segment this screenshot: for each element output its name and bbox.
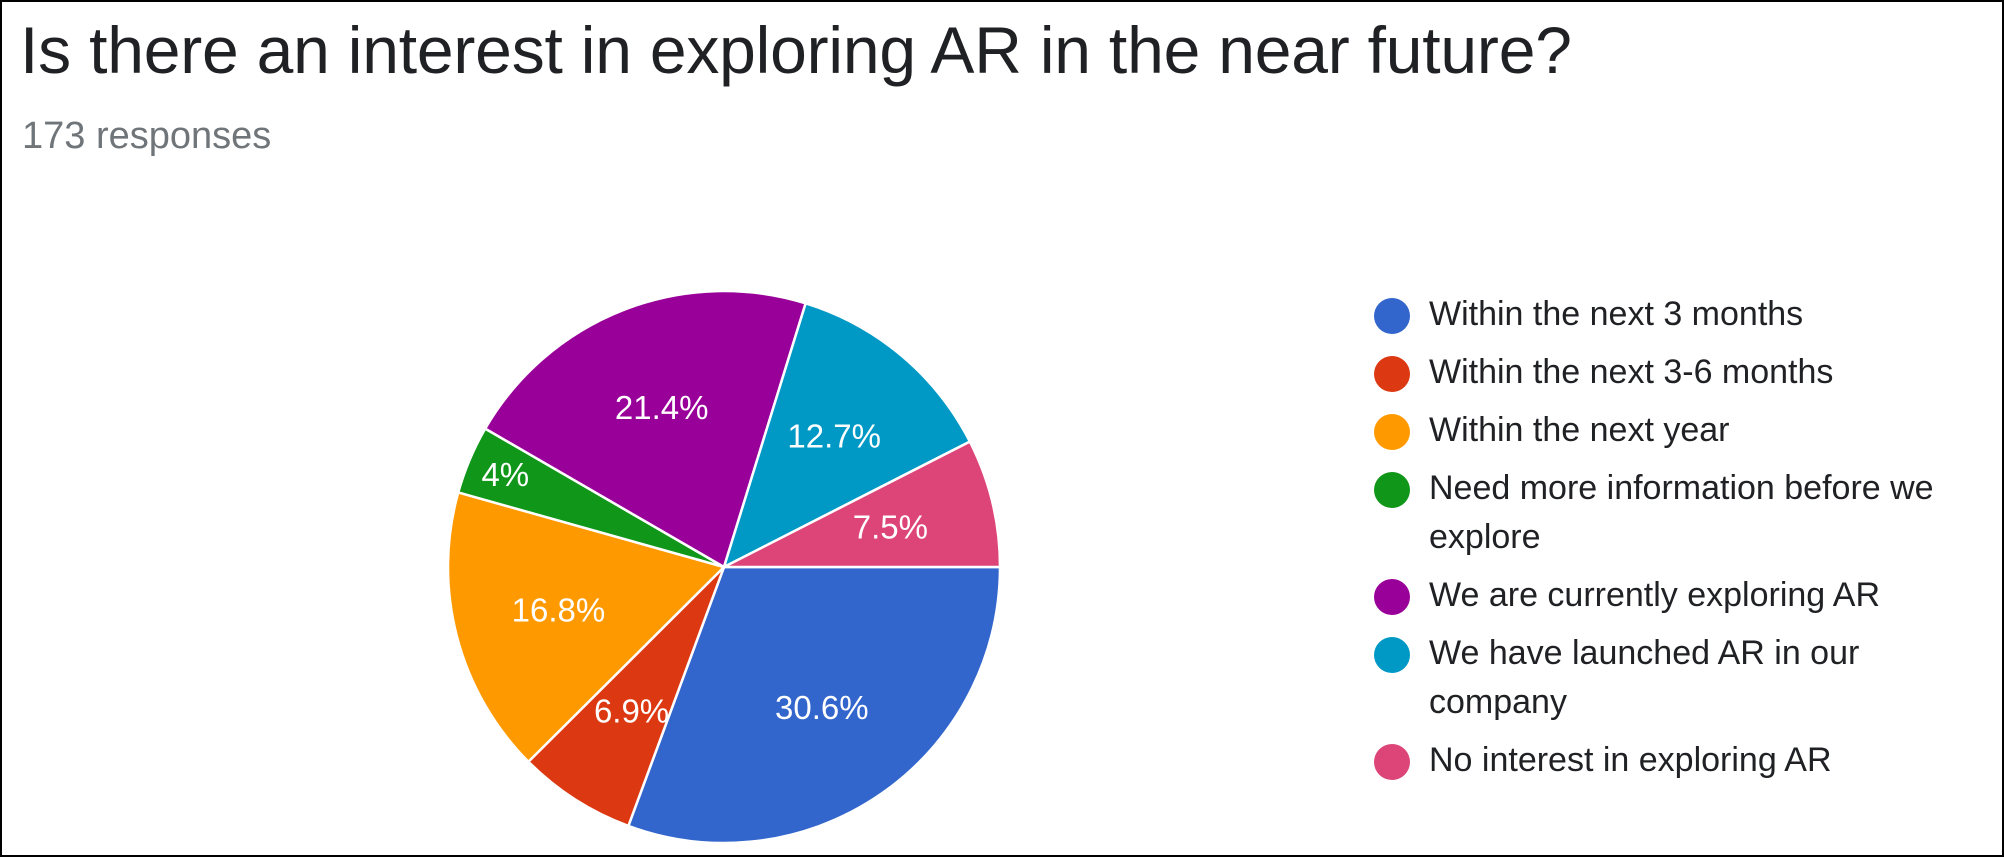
pie-slice-3[interactable] [446, 490, 727, 764]
legend-label: Within the next 3 months [1429, 295, 1804, 333]
pie-slice-2[interactable] [526, 566, 726, 828]
legend-item-4[interactable]: Need more information before we explore [1372, 464, 1982, 562]
pie-slice-labels: 30.6% 6.9% 16.8% 4% 21.4% 12.7% 7.5% [481, 389, 928, 729]
legend-swatch-icon [1374, 744, 1410, 780]
legend-swatch-icon [1374, 298, 1410, 334]
legend-item-2[interactable]: Within the next 3-6 months [1372, 348, 1982, 397]
pie-slice-1[interactable] [626, 565, 1002, 845]
chart-title: Is there an interest in exploring AR in … [20, 13, 1572, 87]
legend-label: We are currently exploring AR [1429, 576, 1881, 614]
legend-swatch-icon [1374, 356, 1410, 392]
pie-slice-label-2: 6.9% [594, 692, 669, 729]
pie-slices [446, 289, 1002, 845]
pie-slice-6[interactable] [721, 301, 972, 570]
response-count: 173 responses [22, 115, 272, 157]
pie-slice-7[interactable] [723, 439, 1002, 569]
chart-legend: Within the next 3 months Within the next … [1372, 290, 1982, 794]
legend-label: We have launched AR in our company [1429, 634, 1860, 721]
legend-label: Within the next year [1429, 411, 1730, 449]
legend-swatch-icon [1374, 472, 1410, 508]
legend-swatch-icon [1374, 637, 1410, 673]
legend-item-3[interactable]: Within the next year [1372, 406, 1982, 455]
pie-slice-label-6: 12.7% [787, 418, 881, 455]
pie-slice-5[interactable] [483, 289, 808, 569]
legend-label: No interest in exploring AR [1429, 741, 1832, 779]
pie-slice-label-5: 21.4% [615, 389, 709, 426]
legend-swatch-icon [1374, 414, 1410, 450]
legend-item-7[interactable]: No interest in exploring AR [1372, 736, 1982, 785]
legend-label: Need more information before we explore [1429, 469, 1934, 556]
legend-label: Within the next 3-6 months [1429, 353, 1834, 391]
legend-item-5[interactable]: We are currently exploring AR [1372, 571, 1982, 620]
legend-swatch-icon [1374, 579, 1410, 615]
pie-slice-label-7: 7.5% [853, 509, 928, 546]
legend-item-6[interactable]: We have launched AR in our company [1372, 629, 1982, 727]
pie-slice-label-1: 30.6% [775, 689, 869, 726]
legend-item-1[interactable]: Within the next 3 months [1372, 290, 1982, 339]
pie-slice-label-4: 4% [481, 456, 529, 493]
pie-slice-label-3: 16.8% [512, 592, 606, 629]
